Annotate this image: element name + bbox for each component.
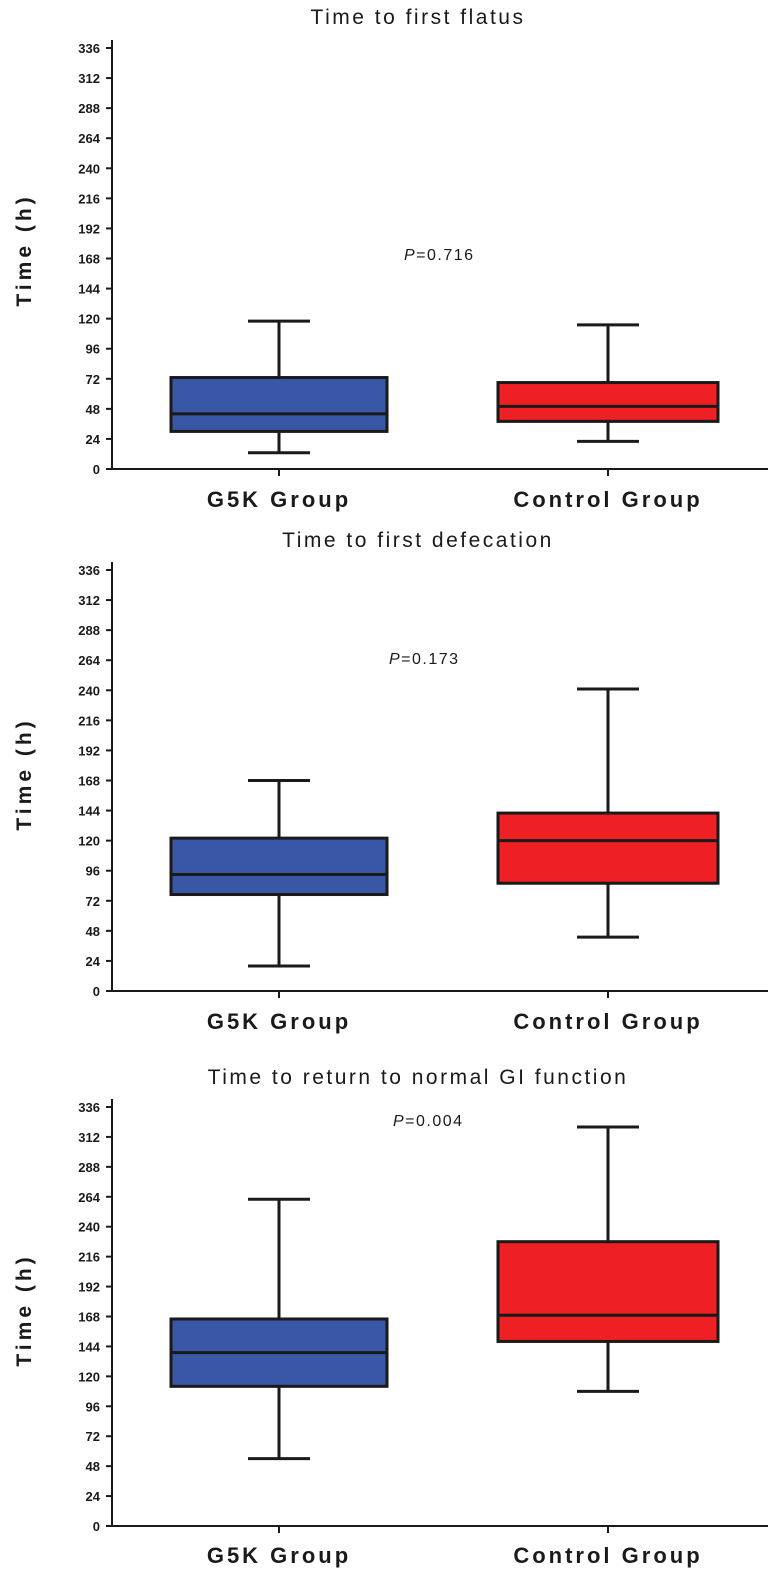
p-value-annotation: P=0.716	[404, 247, 475, 264]
category-label: G5K Group	[207, 487, 351, 512]
p-value-text: =0.004	[405, 1113, 463, 1130]
iqr-box	[169, 376, 389, 433]
iqr-box	[496, 811, 720, 885]
y-tick-label: 312	[78, 71, 100, 86]
p-value-annotation: P=0.173	[389, 651, 460, 668]
y-tick-label: 264	[78, 131, 100, 146]
y-tick-label: 48	[86, 1459, 100, 1474]
y-tick-label: 72	[86, 372, 100, 387]
y-tick-label: 288	[78, 101, 100, 116]
y-tick-label: 120	[78, 1369, 100, 1384]
y-tick-label: 120	[78, 834, 100, 849]
y-tick-label: 96	[86, 864, 100, 879]
y-tick-label: 0	[93, 984, 100, 999]
box-control-group	[496, 687, 720, 939]
y-tick-label: 24	[86, 432, 101, 447]
box-g5k-group	[169, 779, 389, 968]
y-tick-label: 264	[78, 1190, 100, 1205]
chart-panel-2: Time to first defecation 0 24 48 72 96 120 144 1…	[13, 529, 768, 1034]
y-tick-label: 144	[78, 282, 100, 297]
box-control-group	[496, 1125, 720, 1393]
y-tick-label: 312	[78, 593, 100, 608]
p-value-prefix: P	[404, 247, 416, 264]
y-tick-label: 48	[86, 402, 100, 417]
category-label: G5K Group	[207, 1543, 351, 1568]
y-tick-label: 264	[78, 653, 100, 668]
y-tick-label: 240	[78, 683, 100, 698]
y-tick-label: 0	[93, 1519, 100, 1534]
y-tick-label: 168	[78, 1310, 100, 1325]
chart-title: Time to return to normal GI function	[208, 1066, 629, 1089]
category-label: G5K Group	[207, 1009, 351, 1034]
chart-panel-3: Time to return to normal GI function 0 24 4…	[13, 1066, 768, 1568]
box-control-group	[496, 323, 720, 443]
y-tick-label: 168	[78, 252, 100, 267]
box-g5k-group	[169, 319, 389, 455]
y-tick-label: 288	[78, 1160, 100, 1175]
y-axis-label: Time (h)	[13, 717, 36, 830]
y-tick-label: 72	[86, 894, 100, 909]
y-tick-label: 120	[78, 312, 100, 327]
y-tick-label: 192	[78, 221, 100, 236]
y-tick-label: 336	[78, 563, 100, 578]
y-tick-label: 96	[86, 1399, 100, 1414]
y-tick-label: 240	[78, 161, 100, 176]
y-tick-label: 24	[86, 954, 101, 969]
p-value-prefix: P	[393, 1113, 405, 1130]
box-g5k-group	[169, 1197, 389, 1461]
p-value-prefix: P	[389, 651, 401, 668]
chart-title: Time to first defecation	[282, 529, 554, 552]
iqr-box	[169, 836, 389, 897]
category-label: Control Group	[513, 1543, 702, 1568]
y-tick-label: 240	[78, 1220, 100, 1235]
p-value-text: =0.173	[401, 651, 459, 668]
y-tick-label: 96	[86, 342, 100, 357]
y-tick-label: 192	[78, 1280, 100, 1295]
y-tick-label: 216	[78, 713, 100, 728]
y-tick-label: 192	[78, 743, 100, 758]
y-tick-label: 216	[78, 191, 100, 206]
y-tick-label: 336	[78, 41, 100, 56]
y-tick-label: 144	[78, 804, 100, 819]
y-tick-label: 72	[86, 1429, 100, 1444]
y-tick-label: 48	[86, 924, 100, 939]
y-tick-label: 336	[78, 1100, 100, 1115]
y-tick-label: 0	[93, 462, 100, 477]
category-label: Control Group	[513, 487, 702, 512]
y-tick-label: 312	[78, 1130, 100, 1145]
y-tick-label: 144	[78, 1339, 100, 1354]
category-label: Control Group	[513, 1009, 702, 1034]
p-value-text: =0.716	[416, 247, 474, 264]
chart-title: Time to first flatus	[311, 6, 526, 29]
y-tick-label: 216	[78, 1250, 100, 1265]
chart-panel-1: Time to first flatus 0 24 48 72 96 120 144 168 19…	[13, 6, 768, 512]
y-tick-label: 24	[86, 1489, 101, 1504]
y-tick-label: 288	[78, 623, 100, 638]
y-axis-label: Time (h)	[13, 193, 36, 306]
p-value-annotation: P=0.004	[393, 1113, 464, 1130]
y-axis-label: Time (h)	[13, 1253, 36, 1366]
iqr-box	[496, 381, 720, 423]
iqr-box	[496, 1240, 720, 1343]
y-tick-label: 168	[78, 774, 100, 789]
